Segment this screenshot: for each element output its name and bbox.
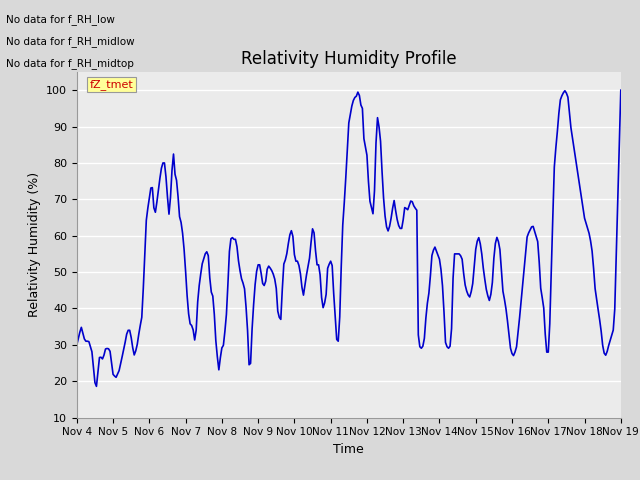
Text: No data for f_RH_midtop: No data for f_RH_midtop: [6, 58, 134, 69]
X-axis label: Time: Time: [333, 443, 364, 456]
Text: fZ_tmet: fZ_tmet: [90, 79, 133, 90]
Text: No data for f_RH_low: No data for f_RH_low: [6, 14, 115, 25]
Text: No data for f_RH_midlow: No data for f_RH_midlow: [6, 36, 135, 47]
Y-axis label: Relativity Humidity (%): Relativity Humidity (%): [28, 172, 40, 317]
Title: Relativity Humidity Profile: Relativity Humidity Profile: [241, 49, 456, 68]
